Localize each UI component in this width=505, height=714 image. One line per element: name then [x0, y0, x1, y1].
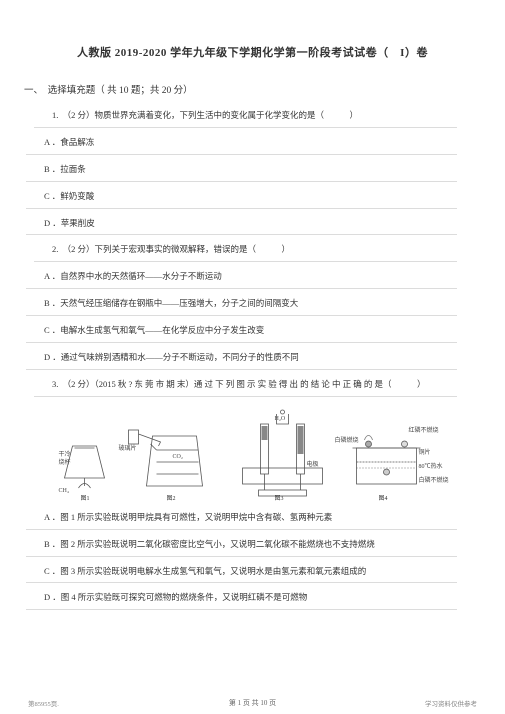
- q1-opt-c: C ．鲜奶变酸: [44, 191, 457, 203]
- q1-opt-a: A ．食品解冻: [44, 137, 457, 149]
- q3-opt-b: B ．图 2 所示实验既说明二氧化碳密度比空气小，又说明二氧化碳不能燃烧也不支持…: [44, 539, 457, 551]
- q2-opt-a: A ．自然界中水的天然循环——水分子不断运动: [44, 271, 457, 283]
- label-fig3: 图3: [275, 495, 284, 502]
- q2-opt-b: B ．天然气经压缩储存在钢瓶中——压强增大，分子之间的间隔变大: [44, 298, 457, 310]
- q1-stem: 1. （2 分）物质世界充满着变化，下列生活中的变化属于化学变化的是（ ）: [52, 110, 457, 122]
- q3-opt-c: C ．图 3 所示实验既说明电解水生成氢气和氧气，又说明水是由氢元素和氧元素组成…: [44, 566, 457, 578]
- label-hongl: 红磷不燃烧: [409, 426, 439, 434]
- footer-pager: 第 1 页 共 10 页: [229, 699, 276, 707]
- q2-opt-c: C ．电解水生成氢气和氧气——在化学反应中分子发生改变: [44, 325, 457, 337]
- page-footer: 第85955页. 第 1 页 共 10 页 学习资料仅供参考: [0, 698, 505, 708]
- footer-left: 第85955页.: [28, 698, 59, 708]
- q3-diagram: 干冷 烧杯 CH₄ 图1 玻璃片 CO₂ 图2: [48, 406, 457, 502]
- q3-stem: 3. （2 分）（2015 秋 ? 东 莞 市 期 末）通 过 下 列 图 示 …: [52, 379, 457, 391]
- label-baifbrn: 白磷不燃烧: [419, 476, 449, 484]
- label-fig4: 图4: [379, 495, 388, 502]
- q2-stem: 2. （2 分）下列关于宏观事实的微观解释，错误的是（ ）: [52, 244, 457, 256]
- q3-opt-a: A ．图 1 所示实验既说明甲烷具有可燃性，又说明甲烷中含有碳、氢两种元素: [44, 512, 457, 524]
- exam-title: 人教版 2019-2020 学年九年级下学期化学第一阶段考试试卷（ I）卷: [48, 44, 457, 60]
- label-fig1: 图1: [81, 495, 90, 502]
- label-h2o: H₂O: [275, 416, 286, 422]
- label-fig2: 图2: [167, 495, 176, 502]
- footer-right: 学习资料仅供参考: [425, 698, 477, 708]
- q1-opt-b: B ．拉面条: [44, 164, 457, 176]
- label-bopian: 铜片: [419, 448, 431, 456]
- section-heading: 一、 选择填充题（ 共 10 题；共 20 分）: [24, 82, 457, 96]
- label-ch4: CH₄: [59, 488, 69, 494]
- label-bolipian: 玻璃片: [119, 444, 137, 452]
- label-shaobe: 烧杯: [59, 458, 71, 466]
- experiment-svg: 干冷 烧杯 CH₄ 图1 玻璃片 CO₂ 图2: [48, 406, 457, 502]
- label-co2: CO₂: [173, 454, 183, 460]
- q1-opt-d: D ．苹果削皮: [44, 218, 457, 230]
- q3-opt-d: D ．图 4 所示实验既可探究可燃物的燃烧条件，又说明红磷不是可燃物: [44, 592, 457, 604]
- label-rewater: 80℃热水: [419, 462, 443, 470]
- label-dianji: 电极: [307, 460, 319, 468]
- label-baifr: 白磷燃烧: [335, 436, 359, 444]
- q2-opt-d: D ．通过气味辨别酒精和水——分子不断运动，不同分子的性质不同: [44, 352, 457, 364]
- label-ganleng: 干冷: [59, 450, 71, 458]
